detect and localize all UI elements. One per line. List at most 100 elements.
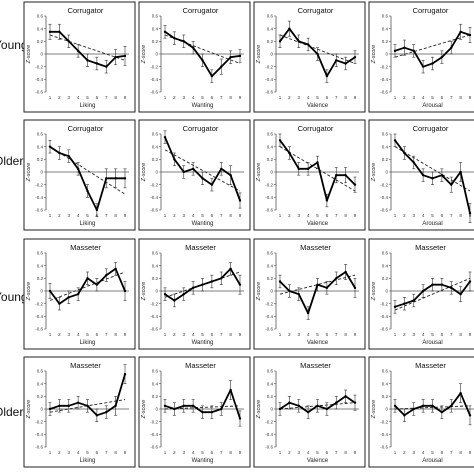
chart-panel-10: Masseter 0.6 0.4 0.2 0 -0.2 -0.4 -0.6 Z-score 1 2 3… [138,238,251,350]
y-tick-label: 0.6 [267,369,274,374]
y-tick-label: -0.4 [150,432,158,437]
data-point [67,404,70,408]
x-tick-label: 1 [279,332,282,337]
x-tick-label: 8 [459,332,462,337]
data-point [431,404,434,408]
y-tick-label: 0.2 [267,276,274,281]
x-tick-label: 7 [105,95,108,100]
y-axis-label: Z-score [141,45,147,65]
y-tick-label: 0.4 [152,263,159,268]
x-axis-label: Wanting [192,221,214,227]
x-tick-label: 7 [220,213,223,218]
data-point [468,280,472,283]
data-point [450,183,453,186]
data-point [431,62,434,65]
data-point [123,54,127,58]
x-tick-label: 8 [344,213,347,218]
x-tick-label: 3 [297,213,300,218]
x-tick-label: 8 [229,213,232,218]
x-tick-label: 2 [288,213,291,218]
x-tick-label: 1 [49,213,52,218]
y-tick-label: 0.6 [152,132,159,137]
data-point [48,289,52,293]
x-tick-label: 7 [450,95,453,100]
x-tick-label: 7 [335,332,338,337]
x-tick-label: 6 [441,450,444,455]
x-tick-label: 1 [164,213,167,218]
trend-line [394,277,471,311]
x-axis-label: Arousal [422,458,442,464]
x-tick-label: 4 [77,450,80,455]
x-tick-label: 7 [335,213,338,218]
y-tick-label: -0.2 [265,301,273,306]
data-point [105,177,108,180]
data-point [182,170,185,174]
x-axis-label: Arousal [422,221,442,227]
data-point [450,404,453,408]
x-tick-label: 2 [403,332,406,337]
data-point [297,40,300,43]
chart-panel-15: Masseter 0.6 0.4 0.2 0 -0.2 -0.4 -0.6 Z-score 1 2 3… [253,356,366,468]
x-tick-label: 1 [49,95,52,100]
x-tick-label: 7 [105,332,108,337]
x-tick-label: 3 [297,95,300,100]
data-point [412,407,415,411]
y-tick-label: 0.2 [37,157,44,162]
panel-border [368,356,474,468]
x-tick-label: 8 [344,450,347,455]
data-point [48,30,52,34]
data-point [229,388,232,392]
x-tick-label: 6 [441,213,444,218]
x-tick-label: 1 [164,332,167,337]
y-tick-label: 0.6 [152,14,159,19]
data-point [288,151,291,155]
data-point [344,270,347,274]
data-point [58,151,61,155]
data-point [95,62,99,65]
data-point [440,410,444,414]
data-point [393,305,397,309]
y-tick-label: -0.6 [35,90,43,95]
data-point [306,410,310,414]
data-point [459,292,462,296]
x-axis-label: Liking [80,221,96,227]
data-point [163,292,167,296]
data-point [95,208,99,212]
y-tick-label: -0.4 [380,314,388,319]
panel-border [23,238,136,350]
x-tick-label: 2 [58,450,61,455]
panel-border [23,356,136,468]
y-tick-label: -0.4 [380,432,388,437]
panel-border [368,238,474,350]
data-point [191,286,195,290]
x-tick-label: 3 [182,213,185,218]
x-tick-label: 7 [220,450,223,455]
y-tick-label: -0.2 [35,64,43,69]
x-axis-label: Arousal [422,103,442,109]
y-tick-label: 0.6 [267,132,274,137]
trend-line [164,271,241,298]
data-point [229,173,232,177]
y-axis-label: Z-score [371,45,377,65]
x-axis-label: Valence [307,458,329,464]
x-tick-label: 9 [469,332,472,337]
x-tick-label: 2 [288,332,291,337]
chart-panel-11: Masseter 0.6 0.4 0.2 0 -0.2 -0.4 -0.6 Z-score 1 2 3… [253,238,366,350]
x-tick-label: 5 [431,95,434,100]
data-point [468,33,472,37]
x-tick-label: 8 [459,450,462,455]
x-tick-label: 9 [354,332,357,337]
data-point [288,401,291,404]
x-tick-label: 4 [192,95,195,100]
x-tick-label: 5 [86,95,89,100]
data-point [335,277,338,280]
x-tick-label: 6 [96,95,99,100]
y-tick-label: -0.6 [150,327,158,332]
y-tick-label: -0.2 [265,182,273,187]
x-tick-label: 1 [394,213,397,218]
data-point [297,167,300,171]
x-tick-label: 5 [201,332,204,337]
x-tick-label: 6 [211,95,214,100]
trend-line [164,34,241,64]
x-tick-label: 8 [114,95,117,100]
